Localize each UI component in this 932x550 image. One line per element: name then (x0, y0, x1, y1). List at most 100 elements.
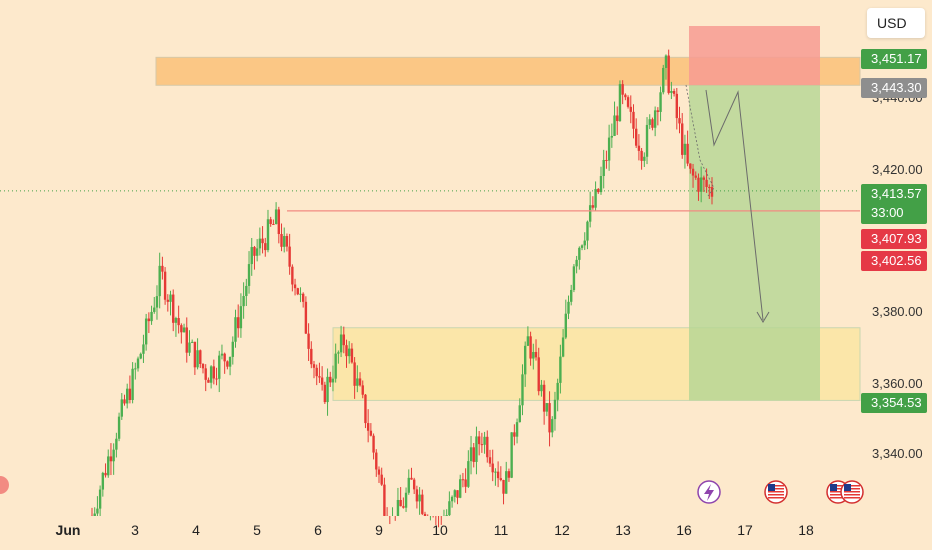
candle-body (242, 296, 245, 307)
candle-body (255, 248, 259, 256)
candle-body (134, 368, 137, 370)
candle-body (301, 293, 305, 302)
candle-body (358, 378, 362, 386)
candle-body (480, 444, 484, 446)
candle-body (226, 361, 229, 367)
candle-body (318, 376, 321, 378)
candle-body (153, 307, 156, 312)
candle-body (551, 419, 554, 433)
candle-body (410, 477, 413, 480)
candle-body (502, 479, 505, 494)
candle-body (483, 436, 486, 445)
candle-body (323, 384, 327, 403)
candle-body (261, 238, 264, 244)
candle-body (626, 97, 630, 107)
candle-body (212, 366, 216, 379)
candle-body (629, 106, 632, 112)
candle-body (402, 506, 405, 508)
x-tick-4: 4 (192, 522, 200, 538)
candle-body (142, 344, 145, 354)
candle-body (580, 245, 584, 248)
candle-body (510, 432, 513, 478)
candle-body (128, 388, 132, 400)
candle-body (188, 342, 191, 353)
x-tick-12: 12 (554, 522, 570, 538)
candle-body (578, 247, 581, 260)
candle-body (518, 405, 521, 423)
price-label-3402: 3,402.56 (861, 251, 927, 271)
candle-body (285, 236, 289, 247)
candle-body (158, 265, 161, 297)
current-price-value: 3,413.57 (871, 186, 922, 201)
candle-body (123, 399, 126, 404)
candle-body (621, 84, 624, 95)
candle-body (237, 317, 240, 329)
candle-body (334, 353, 337, 379)
candle-body (534, 351, 538, 358)
candle-body (366, 423, 370, 431)
candle-body (586, 221, 589, 241)
candle-body (163, 271, 167, 300)
x-tick-3: 3 (131, 522, 139, 538)
candle-body (329, 376, 332, 383)
candle-body (567, 301, 570, 314)
x-tick-16: 16 (676, 522, 692, 538)
candle-body (697, 177, 700, 192)
current-price-label: 3,413.57 33:00 (861, 184, 927, 224)
candle-body (618, 84, 622, 122)
candle-body (553, 399, 557, 420)
candle-body (689, 163, 692, 169)
candle-body (529, 336, 532, 359)
candle-body (469, 447, 473, 462)
y-tick-3420: 3,420.00 (872, 162, 923, 177)
candle-body (602, 159, 605, 177)
candle-body (699, 177, 703, 192)
candle-body (396, 499, 400, 516)
candle-body (215, 378, 218, 380)
candle-body (166, 299, 170, 302)
candle-body (542, 384, 546, 412)
candle-body (672, 91, 676, 94)
candle-body (488, 457, 492, 464)
candle-body (475, 436, 478, 462)
candle-body (572, 266, 576, 290)
candle-body (561, 337, 565, 357)
candle-body (193, 341, 197, 368)
candle-body (496, 471, 500, 479)
x-tick-9: 9 (375, 522, 383, 538)
candle-body (467, 461, 470, 487)
candle-body (459, 479, 462, 498)
candle-body (293, 284, 297, 289)
candle-body (575, 259, 578, 267)
candle-body (599, 176, 603, 193)
candle-body (239, 306, 243, 329)
candle-body (320, 377, 324, 385)
candle-body (664, 55, 668, 68)
candle-body (182, 327, 186, 333)
candle-body (136, 358, 140, 369)
candle-body (610, 135, 614, 138)
candle-body (98, 489, 102, 509)
candle-body (694, 175, 697, 178)
candle-body (570, 289, 573, 302)
candle-body (537, 357, 540, 392)
candle-body (548, 403, 551, 433)
candle-body (594, 188, 597, 208)
candle-body (120, 399, 123, 417)
candle-body (304, 301, 308, 334)
candle-body (640, 150, 643, 161)
candle-body (147, 318, 151, 322)
candle-body (161, 265, 164, 272)
candle-body (155, 296, 159, 308)
candle-body (656, 110, 660, 112)
candle-body (526, 336, 530, 346)
candle-body (291, 266, 294, 285)
currency-button[interactable]: USD (867, 8, 925, 38)
candle-body (634, 128, 638, 146)
stop-loss-zone (689, 26, 820, 86)
candle-body (348, 348, 351, 357)
x-tick-6: 6 (314, 522, 322, 538)
candle-body (331, 378, 335, 383)
projection-dotted (685, 84, 715, 197)
